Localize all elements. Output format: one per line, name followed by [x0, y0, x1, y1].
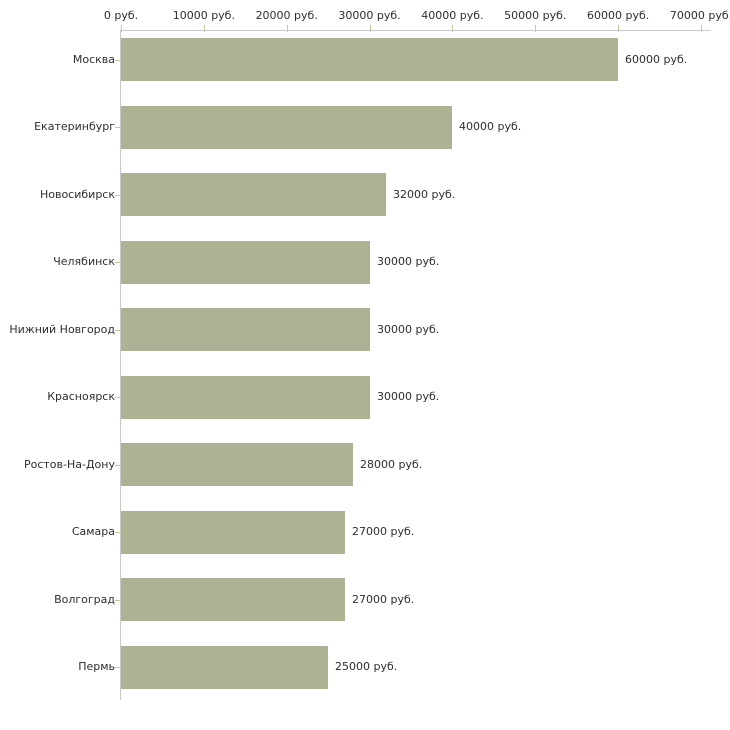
x-axis-tick-mark [535, 25, 537, 32]
x-axis-tick-label: 50000 руб. [504, 9, 567, 22]
value-label: 28000 руб. [360, 457, 423, 471]
y-axis-line [120, 30, 121, 700]
x-axis-tick-label: 10000 руб. [172, 9, 235, 22]
x-axis-tick-mark [121, 25, 122, 32]
value-label: 30000 руб. [377, 322, 440, 336]
bar-9 [121, 578, 345, 621]
category-tick-mark [115, 262, 120, 263]
value-label: 25000 руб. [335, 660, 398, 673]
category-label: Москва [72, 52, 115, 66]
category-tick-mark [115, 599, 120, 601]
x-axis-tick-mark [701, 25, 702, 32]
category-tick-mark [115, 667, 120, 668]
value-label: 40000 руб. [459, 120, 522, 133]
category-tick-mark [115, 127, 120, 128]
category-label: Красноярск [47, 390, 115, 403]
bar-7 [121, 443, 353, 486]
x-axis-tick-label: 0 руб. [103, 9, 139, 22]
category-tick-mark [115, 464, 120, 466]
x-axis-tick-label: 30000 руб. [338, 9, 401, 22]
category-label: Пермь [78, 660, 115, 673]
x-axis-tick-label: 40000 руб. [421, 9, 484, 22]
category-label: Новосибирск [39, 187, 115, 201]
category-label: Волгоград [54, 592, 115, 606]
bar-3 [121, 173, 386, 216]
category-tick-mark [115, 194, 120, 196]
bar-6 [121, 375, 370, 419]
category-label: Самара [71, 525, 115, 538]
x-axis-tick-mark [618, 25, 620, 32]
x-axis-tick-label: 70000 руб. [669, 9, 730, 22]
bar-4 [121, 240, 370, 284]
category-label: Челябинск [53, 255, 115, 268]
category-tick-mark [115, 59, 120, 61]
value-label: 60000 руб. [625, 52, 688, 66]
category-label: Ростов-На-Дону [23, 457, 115, 471]
x-axis-line [120, 30, 711, 31]
bar-2 [121, 105, 452, 149]
x-axis-tick-label: 60000 руб. [587, 9, 650, 22]
x-axis-tick-mark [286, 25, 288, 32]
value-label: 30000 руб. [377, 390, 440, 403]
value-label: 30000 руб. [377, 255, 440, 268]
value-label: 27000 руб. [352, 525, 415, 538]
x-axis-tick-mark [452, 25, 454, 32]
bar-10 [121, 645, 328, 689]
bar-1 [121, 38, 618, 81]
category-label: Екатеринбург [34, 120, 115, 133]
category-tick-mark [115, 532, 120, 533]
value-label: 32000 руб. [393, 187, 456, 201]
x-axis-tick-label: 20000 руб. [255, 9, 318, 22]
value-label: 27000 руб. [352, 592, 415, 606]
x-axis-tick-mark [203, 25, 205, 32]
category-tick-mark [115, 397, 120, 398]
bar-8 [121, 510, 345, 554]
x-axis-tick-mark [369, 25, 371, 32]
bar-5 [121, 308, 370, 351]
category-tick-mark [115, 329, 120, 331]
category-label: Нижний Новгород [9, 322, 115, 336]
